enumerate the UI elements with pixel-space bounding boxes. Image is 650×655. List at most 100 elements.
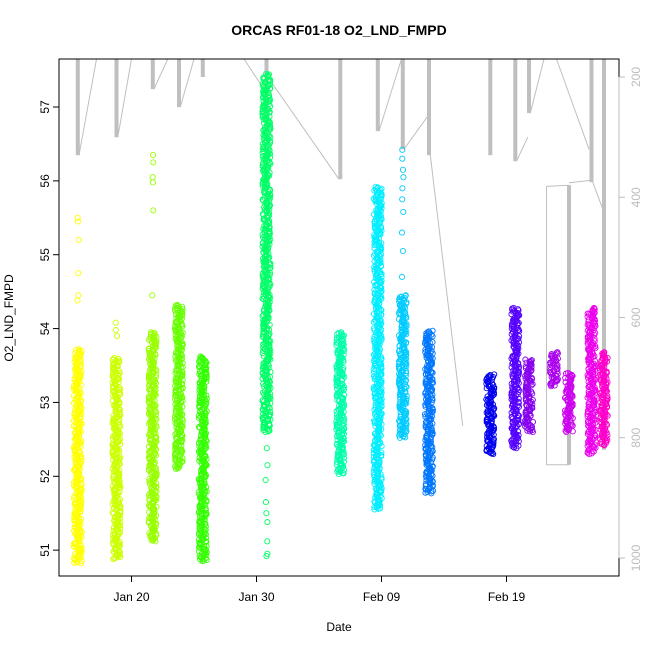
altitude-profile-1 [114,59,119,138]
altitude-connector-0 [78,58,97,156]
data-point [146,501,153,508]
data-point [598,395,605,402]
data-point [378,326,385,333]
series-12 [521,356,537,436]
altitude-profile-9 [427,59,431,156]
series-4 [195,353,210,565]
data-point [339,340,346,347]
data-point [396,347,403,354]
data-point [78,420,85,427]
data-point [71,544,78,551]
data-point [149,525,156,532]
data-point [153,424,160,431]
altitude-connector-6 [378,58,402,132]
y2-tick-label: 200 [629,67,643,87]
y-tick-label: 54 [38,322,52,336]
outlier-point [399,247,406,255]
chart-title: ORCAS RF01-18 O2_LND_FMPD [231,22,447,38]
data-point [112,534,119,541]
series-0 [70,214,85,567]
data-point [483,385,490,392]
data-point [172,401,179,408]
outlier-point [400,174,407,181]
data-point [397,396,404,403]
altitude-connector-10 [529,58,545,114]
data-point [110,555,117,563]
y-axis-label: O2_LND_FMPD [2,274,16,362]
altitude-profile-15 [602,59,606,450]
outlier-point [264,538,271,545]
outlier-point [374,501,381,508]
data-point [73,378,80,385]
outlier-point [74,297,81,304]
data-point [172,327,179,334]
data-point [148,534,155,541]
data-point [526,428,533,435]
data-point [110,385,117,392]
outlier-point [400,208,407,215]
data-point [262,428,269,436]
data-point [153,452,160,459]
data-point [340,435,347,442]
data-point [586,451,593,458]
data-point [147,351,155,358]
data-point [203,556,210,564]
data-point [172,455,179,462]
data-point [177,446,184,453]
outlier-point [262,499,269,506]
outlier-point [112,327,119,334]
data-point [378,474,385,481]
y-tick-label: 52 [38,469,52,483]
data-point [378,193,385,200]
data-point [373,329,380,336]
altitude-connector-7 [403,115,429,150]
outlier-point [399,155,406,162]
x-tick-label: Feb 09 [363,590,401,604]
y-tick-label: 51 [38,543,52,557]
data-point [589,369,596,376]
data-point [202,501,209,508]
outlier-point [263,510,270,517]
data-point [428,490,435,497]
outlier-point [262,476,269,484]
data-point [266,230,273,237]
data-point [516,333,523,340]
data-point [377,409,384,417]
data-point [428,488,435,495]
altitude-layer [75,58,606,466]
data-point [340,450,348,458]
data-point [195,423,202,430]
outlier-point [74,214,81,221]
outlier-point [399,185,406,192]
data-point [266,405,273,412]
data-point [371,386,378,393]
data-point [340,356,347,363]
altitude-profile-12 [527,59,531,114]
data-point [201,514,208,521]
data-point [333,339,340,346]
y-tick-label: 55 [38,248,52,262]
series-10 [483,371,498,458]
data-point [266,427,273,434]
data-point [179,303,186,310]
data-point [483,447,490,455]
data-point [563,428,570,436]
data-point [490,451,497,458]
data-point [551,382,558,389]
data-point [592,345,599,352]
altitude-profile-14 [589,59,594,183]
altitude-profile-6 [338,59,343,180]
altitude-profile-10 [488,59,493,156]
outlier-point [114,332,121,340]
outlier-point [150,159,157,166]
altitude-connector-13 [592,182,604,210]
data-point [597,371,604,378]
data-point [339,427,346,434]
data-point [334,396,341,404]
outlier-point [75,292,82,299]
data-point [396,434,403,441]
data-point [486,449,493,456]
data-point [146,491,153,498]
